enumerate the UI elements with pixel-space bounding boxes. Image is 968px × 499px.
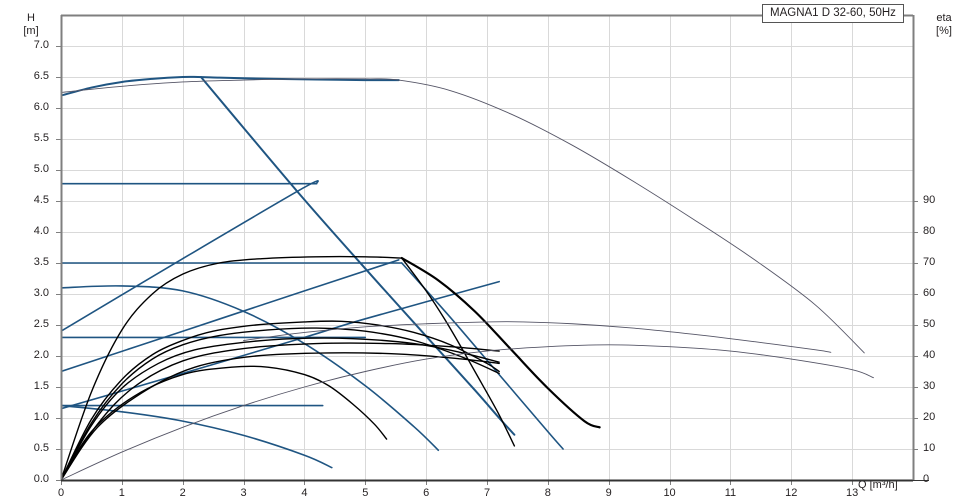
curve-series <box>61 180 319 332</box>
x-tick-label: 0 <box>57 487 65 499</box>
y-tick-label-left: 2.0 <box>33 349 49 361</box>
curve-series <box>401 262 564 450</box>
y-tick-label-left: 2.5 <box>33 318 49 330</box>
x-tick-label: 6 <box>423 487 430 499</box>
curve-series <box>61 255 403 480</box>
x-tick-label: 7 <box>483 487 491 499</box>
curve-series <box>61 259 400 373</box>
y-axis-left-label: H <box>27 12 35 24</box>
chart-title-box: MAGNA1 D 32-60, 50Hz <box>762 4 904 23</box>
x-axis-title: Q [m³/h] <box>858 479 898 491</box>
y-tick-label-left: 4.5 <box>33 194 49 206</box>
x-tick-label: 1 <box>118 487 125 499</box>
y-tick-label-left: 1.0 <box>33 411 49 423</box>
x-tick-label: 5 <box>362 487 369 499</box>
y-tick-label-left: 0.0 <box>33 473 49 485</box>
y-axis-left-title: H [m] <box>14 12 48 38</box>
y-tick-label-right: 0 <box>923 473 930 485</box>
y-tick-label-left: 3.0 <box>33 287 49 299</box>
curve-series <box>61 337 500 480</box>
y-tick-label-right: 80 <box>923 225 936 237</box>
curve-series <box>243 321 832 353</box>
y-tick-label-right: 50 <box>923 318 936 330</box>
curves-layer <box>61 75 874 480</box>
curve-series <box>400 256 601 429</box>
y-tick-label-left: 0.5 <box>33 442 49 454</box>
x-tick-label: 13 <box>846 487 859 499</box>
y-tick-label-left: 5.0 <box>33 163 49 175</box>
curve-series <box>61 365 388 480</box>
y-tick-label-left: 6.5 <box>33 70 49 82</box>
x-tick-label: 8 <box>544 487 551 499</box>
y-axis-right-label: eta <box>936 12 952 24</box>
x-tick-label: 3 <box>240 487 247 499</box>
x-tick-label: 10 <box>663 487 676 499</box>
y-tick-label-right: 70 <box>923 256 936 268</box>
y-tick-label-right: 30 <box>923 380 936 392</box>
axis-frame-layer <box>60 14 929 482</box>
y-axis-right-unit: [%] <box>936 25 952 37</box>
y-tick-label-left: 5.5 <box>33 132 49 144</box>
y-tick-label-left: 1.5 <box>33 380 49 392</box>
curve-series <box>61 404 333 469</box>
curve-series <box>61 78 865 354</box>
y-tick-label-right: 60 <box>923 287 936 299</box>
y-tick-label-left: 7.0 <box>33 39 49 51</box>
y-tick-label-left: 3.5 <box>33 256 49 268</box>
x-tick-label: 4 <box>301 487 308 499</box>
curve-series <box>61 342 500 480</box>
curve-series <box>61 75 400 97</box>
x-tick-label: 2 <box>179 487 186 499</box>
x-tick-label: 11 <box>724 487 737 499</box>
y-tick-label-right: 20 <box>923 411 936 423</box>
y-tick-label-left: 6.0 <box>33 101 49 113</box>
y-tick-label-right: 10 <box>923 442 936 454</box>
curve-series <box>61 344 874 480</box>
curve-series <box>61 285 440 452</box>
curve-series <box>61 352 500 480</box>
y-tick-label-left: 4.0 <box>33 225 49 237</box>
y-tick-label-right: 90 <box>923 194 936 206</box>
curve-series <box>401 257 516 447</box>
y-tick-label-right: 40 <box>923 349 936 361</box>
y-axis-left-unit: [m] <box>23 25 39 37</box>
curve-series <box>61 327 500 480</box>
y-axis-right-title: eta [%] <box>924 12 964 38</box>
grid-layer <box>61 15 913 481</box>
curve-series <box>61 320 500 480</box>
curve-series <box>199 76 516 436</box>
x-tick-label: 12 <box>785 487 798 499</box>
x-tick-label: 9 <box>605 487 612 499</box>
